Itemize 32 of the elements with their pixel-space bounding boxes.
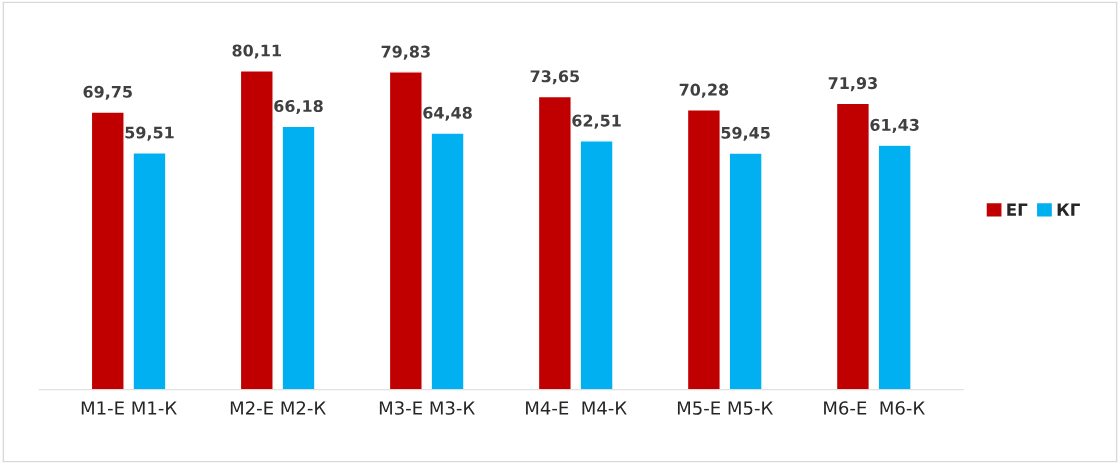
x-tick-label: М4-Е М4-К — [526, 401, 627, 415]
bar — [537, 95, 572, 390]
data-label: 66,18 — [274, 99, 323, 115]
bar — [877, 144, 912, 390]
data-label: 69,75 — [83, 85, 132, 100]
legend-label: ЕГ — [1007, 203, 1028, 216]
bar — [579, 140, 614, 390]
bar — [281, 125, 316, 390]
data-label: 80,11 — [232, 44, 281, 59]
data-label: 59,45 — [721, 126, 770, 141]
bar — [132, 152, 167, 390]
bar — [686, 109, 721, 390]
data-label: 71,93 — [828, 77, 877, 92]
x-tick-label: М2-Е М2-К — [230, 401, 326, 415]
x-tick-label: М3-Е М3-К — [379, 401, 475, 415]
data-label: 64,48 — [423, 106, 472, 121]
legend-label: КГ — [1057, 203, 1080, 216]
bar — [239, 70, 274, 390]
bar — [90, 111, 125, 390]
data-label: 62,51 — [572, 114, 621, 129]
bar — [728, 152, 763, 390]
bar — [835, 102, 871, 390]
data-label: 70,28 — [679, 83, 729, 98]
bar — [430, 132, 465, 390]
data-label: 61,43 — [870, 118, 919, 133]
bar — [388, 71, 423, 390]
data-label: 79,83 — [381, 45, 430, 60]
data-label: 59,51 — [125, 126, 174, 141]
x-tick-label: М1-Е М1-К — [81, 401, 177, 415]
data-label: 73,65 — [530, 70, 579, 85]
x-tick-label: М6-Е М6-К — [824, 401, 925, 415]
x-tick-label: М5-Е М5-К — [677, 401, 773, 415]
